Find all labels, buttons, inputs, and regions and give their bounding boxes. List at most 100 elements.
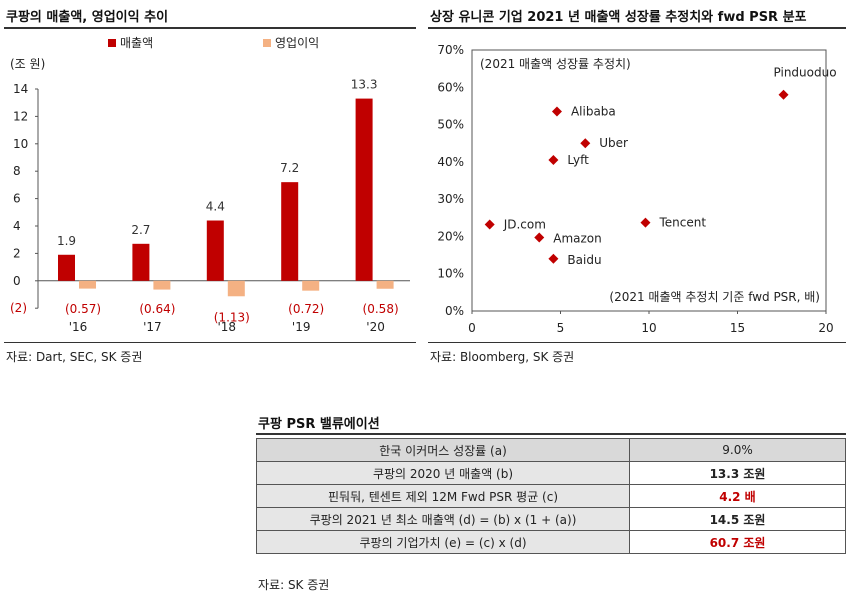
scatter-point-label: Baidu: [567, 253, 601, 267]
scatter-point: [548, 154, 559, 165]
revenue-bar: [281, 182, 299, 281]
op-income-bar: [302, 280, 320, 291]
scatter-y-tick-label: 50%: [437, 118, 464, 132]
valuation-row-label: 쿠팡의 2020 년 매출액 (b): [256, 461, 630, 485]
revenue-data-label: 13.3: [351, 78, 378, 92]
scatter-chart-bottom-rule: [428, 342, 846, 343]
revenue-bar: [132, 243, 150, 281]
scatter-x-tick-label: 10: [641, 321, 656, 335]
scatter-y-tick-label: 20%: [437, 229, 464, 243]
scatter-x-tick-label: 5: [557, 321, 565, 335]
scatter-y-tick-label: 40%: [437, 155, 464, 169]
revenue-bar: [58, 254, 75, 281]
bar-chart: (조 원) 매출액 영업이익 14 12 10 8 6 4 2 0 (2) 1.9 (0.57) '16 2.…: [10, 36, 410, 334]
bar-y-tick-label: 14: [13, 82, 28, 96]
valuation-row-label: 핀둬둬, 텐센트 제외 12M Fwd PSR 평균 (c): [256, 484, 630, 508]
valuation-row-value: 4.2 배: [629, 484, 846, 508]
bar-chart-source: 자료: Dart, SEC, SK 증권: [6, 350, 143, 364]
scatter-chart: 70% 60% 50% 40% 30% 20% 10% 0% 0 5 10 15 20 (2021 매출액…: [437, 43, 837, 335]
scatter-plot-frame: [471, 49, 827, 312]
valuation-row-label: 쿠팡의 2021 년 최소 매출액 (d) = (b) x (1 + (a)): [256, 507, 630, 531]
bar-unit-label: (조 원): [10, 57, 45, 71]
scatter-x-tick-label: 0: [468, 321, 476, 335]
revenue-data-label: 7.2: [280, 161, 299, 175]
scatter-y-tick-label: 30%: [437, 192, 464, 206]
valuation-row: 핀둬둬, 텐센트 제외 12M Fwd PSR 평균 (c) 4.2 배: [256, 484, 846, 508]
valuation-row-value: 60.7 조원: [629, 530, 846, 554]
scatter-chart-title-rule: [428, 27, 846, 29]
bar-y-tick-label: 2: [13, 246, 21, 260]
scatter-point: [640, 217, 651, 228]
legend-swatch-revenue: [108, 39, 116, 47]
op-income-data-label: (0.64): [139, 302, 175, 316]
scatter-point: [534, 232, 545, 243]
scatter-point: [778, 89, 789, 100]
valuation-row-label: 쿠팡의 기업가치 (e) = (c) x (d): [256, 530, 630, 554]
bar-chart-title: 쿠팡의 매출액, 영업이익 추이: [6, 10, 169, 25]
bar-x-tick-label: '19: [292, 320, 311, 334]
bar-x-tick-label: '18: [218, 320, 237, 334]
op-income-bar: [227, 280, 245, 297]
scatter-x-axis-title: (2021 매출액 추정치 기준 fwd PSR, 배): [609, 290, 820, 304]
legend-label-op-income: 영업이익: [275, 36, 319, 50]
bar-x-tick-label: '16: [69, 320, 88, 334]
scatter-point-label: JD.com: [503, 217, 546, 231]
bar-y-tick-label: 8: [13, 164, 21, 178]
scatter-point-label: Pinduoduo: [774, 66, 837, 80]
scatter-point: [551, 106, 562, 117]
revenue-bar: [206, 220, 224, 281]
bar-x-tick-label: '20: [366, 320, 385, 334]
valuation-row: 쿠팡의 2020 년 매출액 (b) 13.3 조원: [256, 461, 846, 485]
bar-chart-title-rule: [4, 27, 416, 29]
valuation-source: 자료: SK 증권: [258, 578, 330, 592]
valuation-table: 한국 이커머스 성장률 (a) 9.0% 쿠팡의 2020 년 매출액 (b) 13.…: [256, 438, 846, 554]
scatter-point: [580, 138, 591, 149]
bar-y-tick-label: 12: [13, 109, 28, 123]
op-income-data-label: (0.57): [65, 302, 101, 316]
bar-chart-bottom-rule: [4, 342, 416, 343]
scatter-point-label: Lyft: [567, 153, 589, 167]
scatter-y-tick-label: 70%: [437, 43, 464, 57]
revenue-bar: [355, 98, 373, 281]
revenue-data-label: 1.9: [57, 234, 76, 248]
op-income-bar: [376, 280, 394, 289]
legend-label-revenue: 매출액: [120, 36, 153, 50]
revenue-data-label: 2.7: [131, 223, 150, 237]
revenue-data-label: 4.4: [206, 200, 225, 214]
scatter-point: [548, 253, 559, 264]
scatter-point-label: Alibaba: [571, 105, 616, 119]
bar-y-tick-label: 10: [13, 137, 28, 151]
scatter-point-label: Amazon: [553, 232, 602, 246]
scatter-x-tick-label: 20: [818, 321, 833, 335]
op-income-bar: [153, 280, 171, 290]
valuation-row: 쿠팡의 기업가치 (e) = (c) x (d) 60.7 조원: [256, 530, 846, 554]
op-income-data-label: (0.58): [363, 302, 399, 316]
bar-y-tick-label: 6: [13, 192, 21, 206]
scatter-point-label: Uber: [599, 136, 628, 150]
valuation-title-rule: [256, 433, 846, 435]
scatter-y-tick-label: 60%: [437, 80, 464, 94]
legend-swatch-op-income: [263, 39, 271, 47]
bar-y-tick-label: 0: [13, 274, 21, 288]
scatter-y-tick-label: 0%: [445, 304, 464, 318]
scatter-y-tick-label: 10%: [437, 267, 464, 281]
valuation-row-value: 13.3 조원: [629, 461, 846, 485]
op-income-bar: [79, 280, 96, 289]
scatter-chart-title: 상장 유니콘 기업 2021 년 매출액 성장률 추정치와 fwd PSR 분포: [430, 10, 807, 25]
bar-y-tick-label: 4: [13, 219, 21, 233]
op-income-data-label: (0.72): [288, 302, 324, 316]
valuation-row-label: 한국 이커머스 성장률 (a): [256, 438, 630, 462]
scatter-x-tick-label: 15: [730, 321, 745, 335]
valuation-title: 쿠팡 PSR 밸류에이션: [258, 417, 380, 432]
valuation-row: 한국 이커머스 성장률 (a) 9.0%: [256, 438, 846, 462]
valuation-row: 쿠팡의 2021 년 최소 매출액 (d) = (b) x (1 + (a)) 1…: [256, 507, 846, 531]
scatter-point-label: Tencent: [658, 216, 706, 230]
scatter-y-axis-title: (2021 매출액 성장률 추정치): [480, 57, 631, 71]
valuation-row-value: 14.5 조원: [629, 507, 846, 531]
op-income-data-label: (1.13): [214, 310, 250, 324]
bar-y-tick-label: (2): [10, 301, 27, 315]
bar-x-tick-label: '17: [143, 320, 162, 334]
scatter-chart-source: 자료: Bloomberg, SK 증권: [430, 350, 575, 364]
valuation-row-value: 9.0%: [629, 438, 846, 462]
scatter-point: [484, 219, 495, 230]
